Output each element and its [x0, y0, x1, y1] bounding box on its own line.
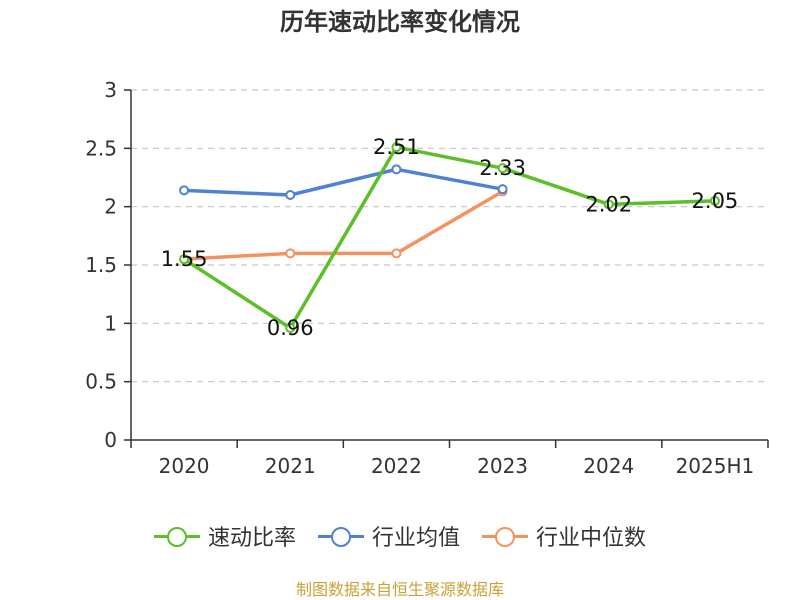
- y-tick-label: 0.5: [85, 370, 117, 394]
- legend-item-quick-ratio[interactable]: 速动比率: [153, 520, 296, 552]
- data-point: [179, 254, 190, 265]
- data-label: 2.02: [585, 192, 632, 216]
- y-tick-label: 1.5: [85, 253, 117, 277]
- y-tick-label: 0: [104, 428, 117, 452]
- y-tick-label: 1: [104, 311, 117, 335]
- series-line: [184, 167, 503, 197]
- x-tick-label: 2021: [265, 454, 316, 478]
- x-tick-label: 2022: [371, 454, 422, 478]
- data-point: [285, 248, 296, 259]
- data-label: 2.51: [373, 135, 420, 159]
- data-point: [497, 163, 508, 174]
- data-label: 1.55: [161, 247, 208, 271]
- axes: 0 0.5 1 1.5 2 2.5 3 2020 2021 2022 2023 2024 2025H1: [85, 78, 769, 478]
- data-point: [497, 184, 508, 195]
- series-lines: [179, 142, 720, 333]
- data-point: [285, 190, 296, 200]
- data-point: [391, 142, 402, 153]
- legend-label: 速动比率: [207, 526, 296, 551]
- series-line: [183, 145, 715, 330]
- data-label: 2.05: [692, 189, 739, 213]
- chart-title: 历年速动比率变化情况: [280, 8, 520, 36]
- data-labels: 1.55 0.96 2.51 2.33 2.02 2.05: [161, 135, 739, 340]
- data-point: [709, 195, 720, 206]
- x-tick-label: 2023: [477, 454, 528, 478]
- legend-marker-industry-mean: [317, 526, 364, 547]
- data-point: [391, 164, 402, 175]
- data-point: [285, 323, 296, 333]
- legend-label: 行业中位数: [536, 526, 647, 551]
- legend-item-industry-median[interactable]: 行业中位数: [482, 520, 646, 552]
- grid-lines: [131, 89, 768, 383]
- x-tick-label: 2025H1: [676, 454, 755, 478]
- data-label: 0.96: [267, 316, 314, 340]
- legend-marker-quick-ratio: [153, 526, 200, 547]
- series-line: [183, 189, 504, 261]
- data-point: [391, 248, 402, 259]
- legend-item-industry-mean[interactable]: 行业均值: [317, 520, 460, 552]
- legend-label: 行业均值: [371, 526, 460, 551]
- data-point: [179, 185, 190, 196]
- x-tick-label: 2020: [159, 454, 210, 478]
- data-label: 2.33: [479, 156, 526, 180]
- y-tick-label: 3: [104, 78, 117, 102]
- legend-marker-industry-median: [482, 526, 528, 547]
- y-tick-label: 2: [104, 195, 117, 219]
- x-tick-label: 2024: [583, 454, 634, 478]
- data-point: [603, 199, 614, 210]
- y-tick-label: 2.5: [85, 136, 117, 160]
- legend: 速动比率 行业均值 行业中位数: [0, 518, 800, 554]
- source-note: 制图数据来自恒生聚源数据库: [295, 580, 504, 599]
